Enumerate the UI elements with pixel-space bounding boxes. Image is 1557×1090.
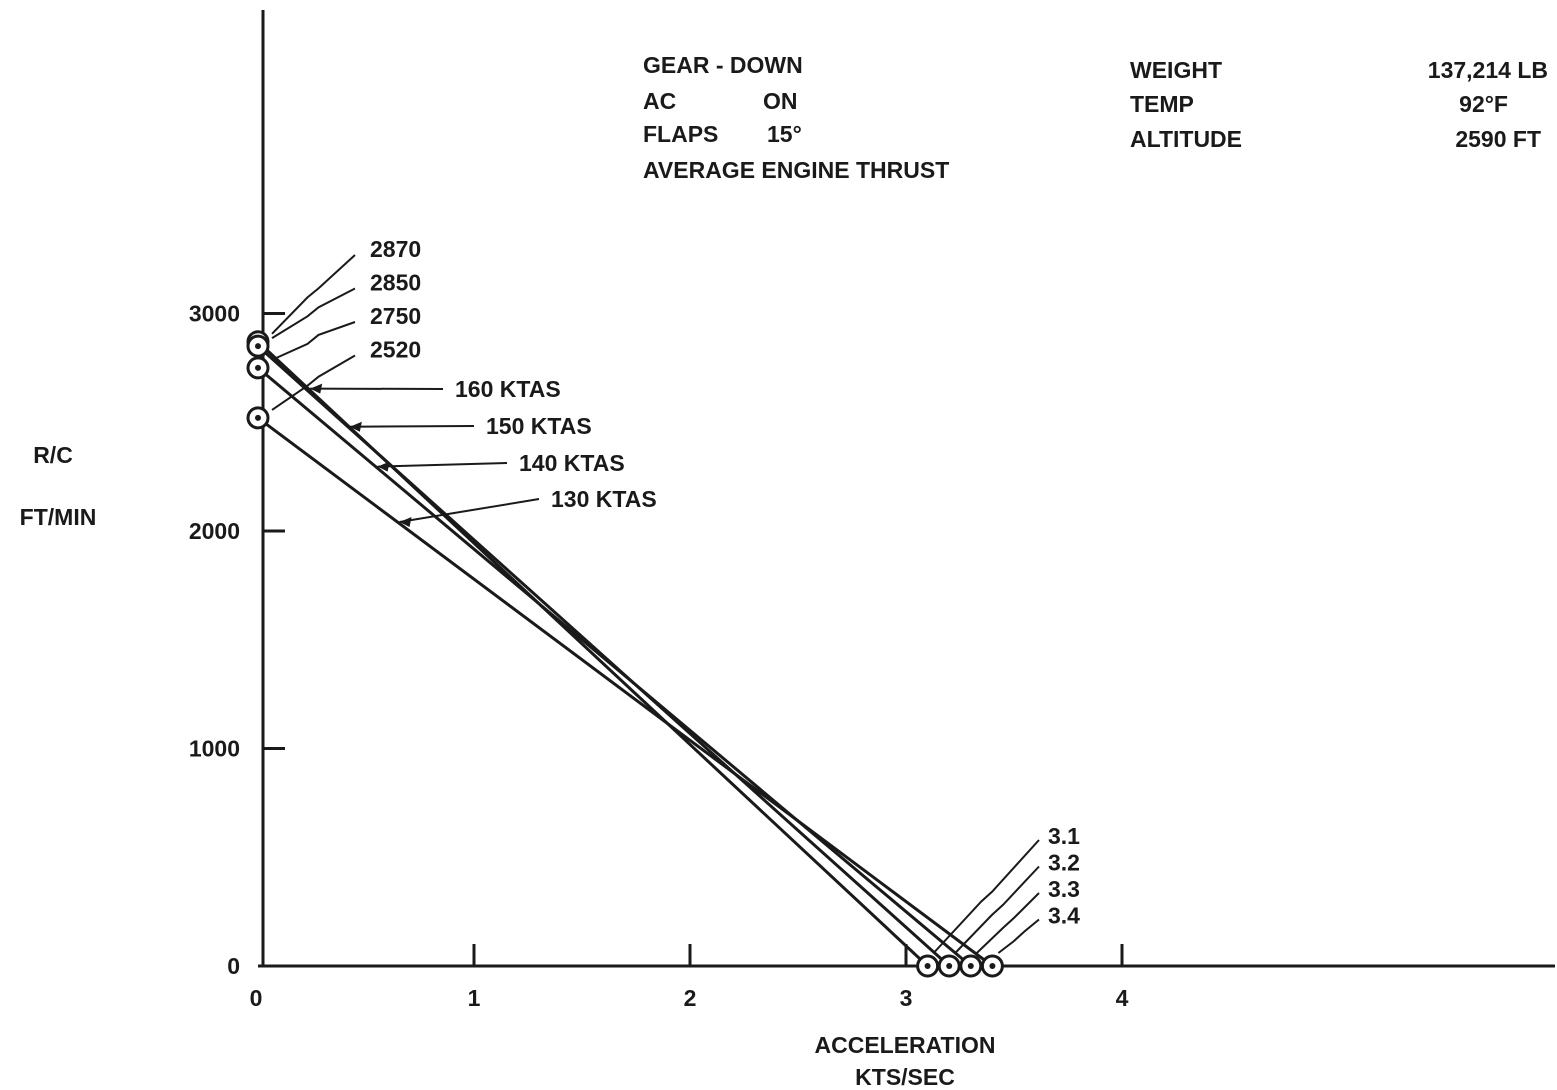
series-labels: 2870 3.1 160 KTAS 2850 3.2 150 KTAS 2750 3.3 140… — [370, 236, 1080, 929]
condition-gear: GEAR - DOWN — [643, 52, 803, 78]
rc-leader-150-ktas — [271, 287, 356, 339]
x-tick-label-0: 0 — [250, 985, 263, 1011]
param-altitude-label: ALTITUDE — [1130, 126, 1242, 152]
param-weight-label: WEIGHT — [1130, 57, 1222, 83]
series-markers — [246, 330, 1004, 978]
parameters-block: WEIGHT 137,214 LB TEMP 92°F ALTITUDE 259… — [1130, 57, 1548, 152]
acc-leader-140-ktas — [976, 892, 1040, 954]
y-tick-label-2: 2000 — [189, 518, 240, 544]
marker-end-dot-140-ktas — [967, 963, 974, 969]
rc-leader-160-ktas — [271, 254, 356, 335]
name-leader-140-ktas — [377, 462, 508, 468]
name-leader-130-ktas — [399, 498, 540, 524]
name-arrowhead-160-ktas — [310, 383, 323, 394]
condition-flaps-label: FLAPS — [643, 121, 718, 147]
acc-leader-130-ktas — [997, 918, 1040, 954]
conditions-block: GEAR - DOWN AC ON FLAPS 15° AVERAGE ENGI… — [643, 52, 949, 183]
series-line-130-ktas — [257, 416, 994, 968]
label-leaders — [271, 254, 1040, 954]
y-axis-ticks: 0 1000 2000 3000 — [189, 301, 285, 979]
condition-flaps-value: 15° — [767, 121, 802, 147]
x-axis-label-line1: ACCELERATION — [814, 1032, 995, 1058]
marker-end-dot-130-ktas — [989, 963, 996, 969]
acc-value-label-150-ktas: 3.2 — [1048, 850, 1080, 876]
acc-leader-160-ktas — [932, 839, 1040, 954]
series-line-140-ktas — [257, 366, 972, 968]
acc-value-label-140-ktas: 3.3 — [1048, 876, 1080, 902]
marker-start-dot-130-ktas — [255, 414, 261, 421]
acc-value-label-160-ktas: 3.1 — [1048, 823, 1080, 849]
marker-end-dot-150-ktas — [946, 963, 953, 969]
axes — [258, 10, 1555, 968]
param-temp-label: TEMP — [1130, 91, 1194, 117]
rc-value-label-140-ktas: 2750 — [370, 303, 421, 329]
name-arrowhead-150-ktas — [349, 421, 362, 432]
condition-thrust: AVERAGE ENGINE THRUST — [643, 157, 949, 183]
y-tick-label-3: 3000 — [189, 301, 240, 327]
y-tick-label-0: 0 — [227, 953, 240, 979]
rc-value-label-160-ktas: 2870 — [370, 236, 421, 262]
acc-leader-150-ktas — [954, 865, 1040, 954]
param-temp-value: 92°F — [1459, 91, 1508, 117]
marker-start-dot-140-ktas — [255, 364, 261, 371]
condition-ac-value: ON — [763, 88, 798, 114]
x-axis-ticks: 0 1 2 3 4 — [250, 944, 1129, 1011]
series-lines — [256, 340, 994, 968]
marker-start-dot-150-ktas — [255, 343, 261, 350]
name-leader-150-ktas — [349, 425, 475, 428]
series-name-label-150-ktas: 150 KTAS — [486, 413, 592, 439]
condition-ac-label: AC — [643, 88, 676, 114]
acc-value-label-130-ktas: 3.4 — [1048, 903, 1080, 929]
rc-leader-130-ktas — [271, 354, 356, 411]
x-tick-label-1: 1 — [468, 985, 481, 1011]
param-weight-value: 137,214 LB — [1428, 57, 1548, 83]
rc-value-label-150-ktas: 2850 — [370, 270, 421, 296]
rc-leader-140-ktas — [271, 321, 356, 361]
name-arrowhead-140-ktas — [377, 461, 390, 472]
series-name-label-140-ktas: 140 KTAS — [519, 450, 625, 476]
x-axis-label-line2: KTS/SEC — [855, 1064, 955, 1090]
series-name-label-160-ktas: 160 KTAS — [455, 376, 561, 402]
marker-end-dot-160-ktas — [924, 963, 931, 969]
name-arrowhead-130-ktas — [399, 517, 412, 528]
param-altitude-value: 2590 FT — [1455, 126, 1541, 152]
x-tick-label-4: 4 — [1116, 985, 1129, 1011]
x-tick-label-3: 3 — [900, 985, 913, 1011]
y-axis-label-line1: R/C — [33, 442, 73, 468]
y-tick-label-1: 1000 — [189, 736, 240, 762]
y-axis-label-line2: FT/MIN — [20, 504, 97, 530]
series-name-label-130-ktas: 130 KTAS — [551, 486, 657, 512]
rc-value-label-130-ktas: 2520 — [370, 337, 421, 363]
x-tick-label-2: 2 — [684, 985, 697, 1011]
